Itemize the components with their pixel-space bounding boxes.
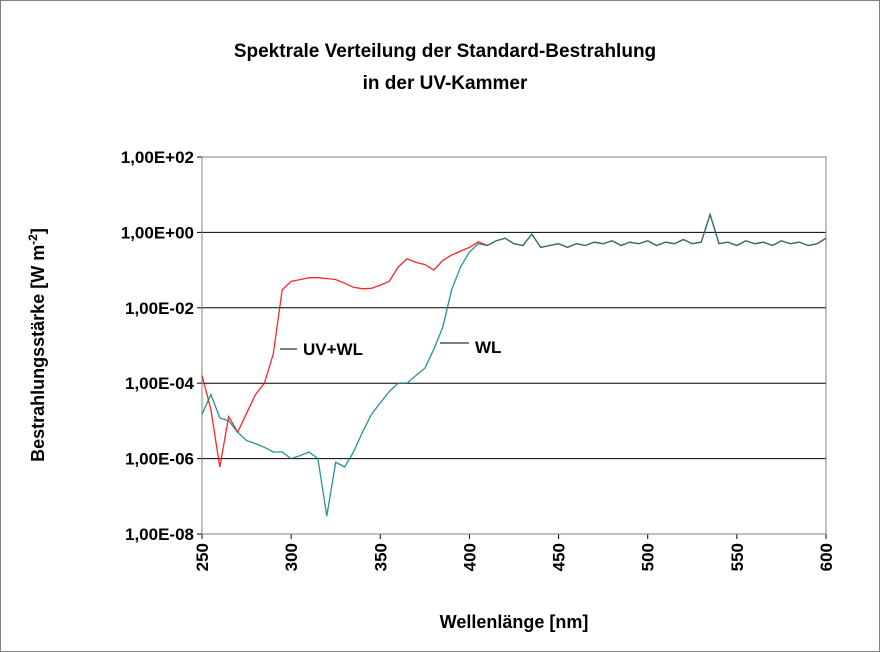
x-tick-label: 250: [193, 543, 212, 571]
plot-area: [202, 157, 826, 534]
series-annotation: WL: [475, 338, 501, 357]
y-tick-label: 1,00E+02: [121, 148, 194, 167]
series-annotation: UV+WL: [303, 340, 363, 359]
chart-title: Spektrale Verteilung der Standard-Bestra…: [234, 41, 656, 62]
x-tick-label: 400: [460, 543, 479, 571]
y-axis-label: Bestrahlungsstärke [W m-2]: [26, 228, 48, 462]
x-tick-label: 450: [550, 543, 569, 571]
x-tick-label: 500: [639, 543, 658, 571]
x-axis-label: Wellenlänge [nm]: [440, 612, 589, 632]
y-tick-label: 1,00E-06: [125, 450, 194, 469]
chart-title: in der UV-Kammer: [363, 73, 528, 94]
data-line: [201, 212, 827, 517]
y-tick-label: 1,00E+00: [121, 223, 194, 242]
y-tick-label: 1,00E-02: [125, 299, 194, 318]
x-tick-label: 600: [817, 543, 836, 571]
x-tick-label: 350: [371, 543, 390, 571]
plot-border: [201, 156, 827, 535]
y-tick-label: 1,00E-04: [125, 374, 195, 393]
x-tick-label: 550: [728, 543, 747, 571]
x-tick-label: 300: [282, 543, 301, 571]
y-tick-label: 1,00E-08: [125, 525, 194, 544]
